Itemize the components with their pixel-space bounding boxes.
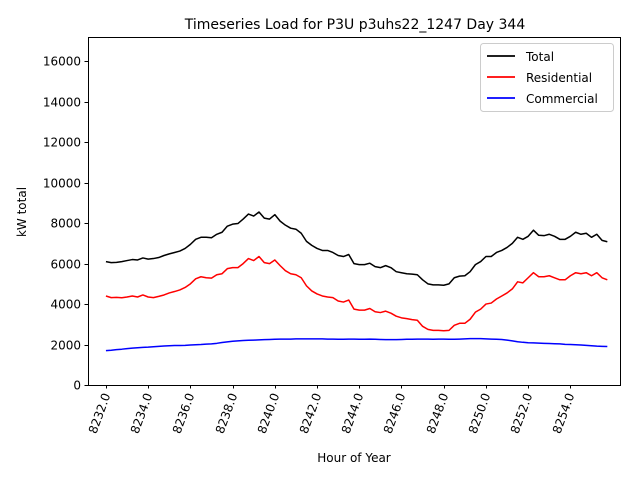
x-tick-label: 8248.0 — [424, 391, 452, 435]
series-line-total — [105, 211, 608, 286]
x-axis: 8232.0 8234.0 8236.0 8238.0 8240.0 8242.0 8244… — [86, 385, 578, 435]
y-tick-label: 12000 — [43, 136, 81, 150]
y-tick-label: 10000 — [43, 177, 81, 191]
x-tick-label: 8234.0 — [128, 391, 156, 435]
legend-box — [480, 43, 614, 112]
legend: Total Residential Commercial — [480, 43, 614, 112]
plot-frame — [88, 37, 621, 386]
plot-area — [105, 211, 608, 352]
chart-title: Timeseries Load for P3U p3uhs22_1247 Day… — [184, 17, 526, 33]
x-tick-label: 8238.0 — [213, 391, 241, 435]
x-tick-label: 8240.0 — [255, 391, 283, 435]
y-tick-label: 2000 — [50, 339, 81, 353]
y-tick-label: 4000 — [50, 298, 81, 312]
x-axis-label: Hour of Year — [317, 451, 391, 465]
legend-label-commercial: Commercial — [526, 92, 598, 106]
x-tick-label: 8232.0 — [86, 391, 114, 435]
x-tick-label: 8250.0 — [466, 391, 494, 435]
y-axis: 0 2000 4000 6000 8000 10000 12000 14000 16000 — [43, 55, 88, 393]
x-tick-label: 8236.0 — [170, 391, 198, 435]
y-tick-label: 6000 — [50, 258, 81, 272]
y-tick-label: 16000 — [43, 55, 81, 69]
x-tick-label: 8254.0 — [550, 391, 578, 435]
legend-label-residential: Residential — [526, 71, 592, 85]
y-tick-label: 0 — [73, 379, 81, 393]
x-tick-label: 8242.0 — [297, 391, 325, 435]
y-axis-label: kW total — [15, 187, 29, 237]
x-tick-label: 8252.0 — [508, 391, 536, 435]
x-tick-label: 8244.0 — [339, 391, 367, 435]
y-tick-label: 8000 — [50, 217, 81, 231]
legend-label-total: Total — [525, 50, 554, 64]
x-tick-label: 8246.0 — [381, 391, 409, 435]
series-line-residential — [105, 255, 608, 332]
y-tick-label: 14000 — [43, 96, 81, 110]
series-line-commercial — [105, 337, 608, 352]
